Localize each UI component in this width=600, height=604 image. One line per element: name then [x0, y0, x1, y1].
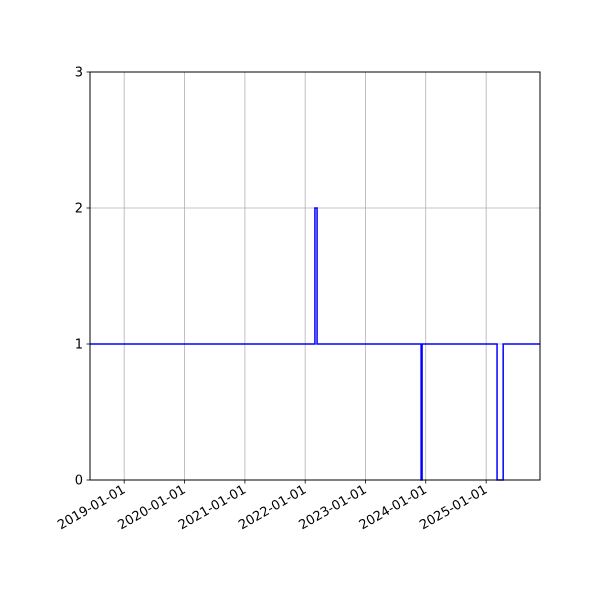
y-tick-label: 0 — [75, 474, 83, 489]
x-tick-label: 2025-01-01 — [417, 482, 490, 533]
x-tick-label: 2024-01-01 — [357, 482, 430, 533]
x-tick-label: 2020-01-01 — [116, 482, 189, 533]
x-axis: 2019-01-012020-01-012021-01-012022-01-01… — [55, 480, 490, 533]
series-line — [90, 207, 540, 481]
y-axis: 0 1 2 3 — [75, 66, 90, 489]
y-tick-label: 1 — [75, 338, 83, 353]
x-tick-label: 2022-01-01 — [236, 482, 309, 533]
y-tick-label: 3 — [75, 66, 83, 81]
x-tick-label: 2019-01-01 — [55, 482, 128, 533]
x-tick-label: 2023-01-01 — [297, 482, 370, 533]
plot-frame — [89, 71, 541, 481]
series — [90, 207, 540, 481]
y-tick-label: 2 — [75, 202, 83, 217]
x-tick-label: 2021-01-01 — [176, 482, 249, 533]
